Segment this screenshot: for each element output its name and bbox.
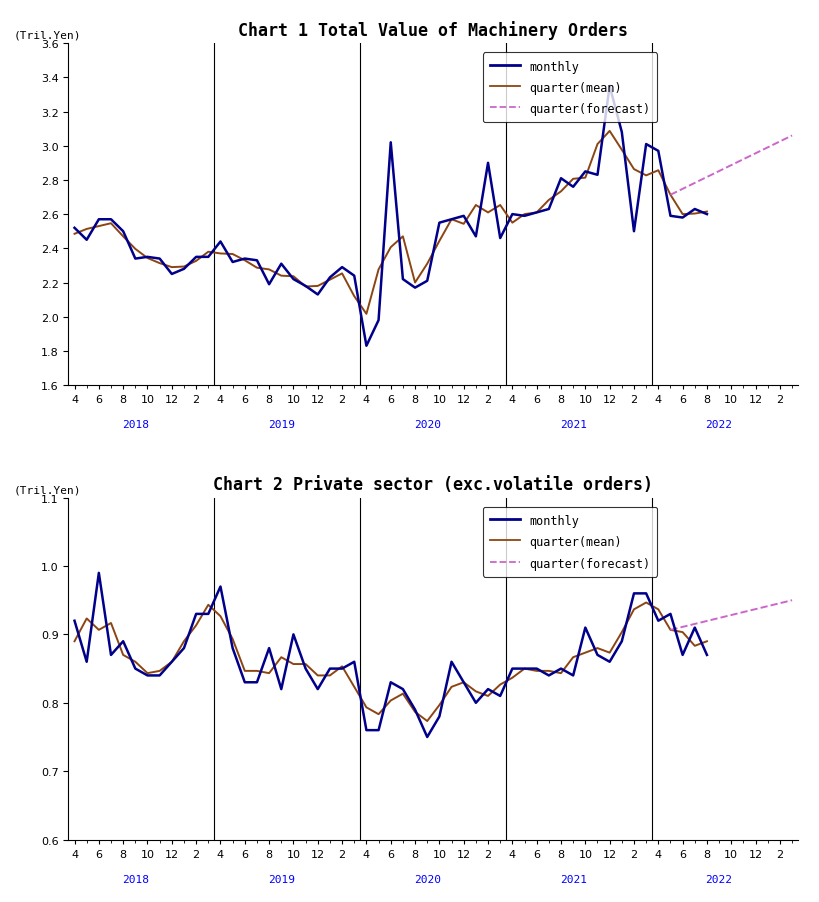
Text: 2020: 2020 (414, 419, 441, 429)
Text: 2022: 2022 (706, 874, 733, 884)
Text: 2021: 2021 (559, 419, 586, 429)
Text: (Tril.Yen): (Tril.Yen) (14, 31, 81, 41)
Title: Chart 2 Private sector (exc.volatile orders): Chart 2 Private sector (exc.volatile ord… (213, 475, 654, 493)
Title: Chart 1 Total Value of Machinery Orders: Chart 1 Total Value of Machinery Orders (238, 21, 628, 40)
Text: 2018: 2018 (122, 874, 149, 884)
Text: 2019: 2019 (268, 874, 295, 884)
Legend: monthly, quarter(mean), quarter(forecast): monthly, quarter(mean), quarter(forecast… (483, 508, 657, 577)
Text: 2021: 2021 (559, 874, 586, 884)
Legend: monthly, quarter(mean), quarter(forecast): monthly, quarter(mean), quarter(forecast… (483, 53, 657, 124)
Text: 2018: 2018 (122, 419, 149, 429)
Text: 2022: 2022 (706, 419, 733, 429)
Text: 2020: 2020 (414, 874, 441, 884)
Text: 2019: 2019 (268, 419, 295, 429)
Text: (Tril.Yen): (Tril.Yen) (14, 484, 81, 494)
